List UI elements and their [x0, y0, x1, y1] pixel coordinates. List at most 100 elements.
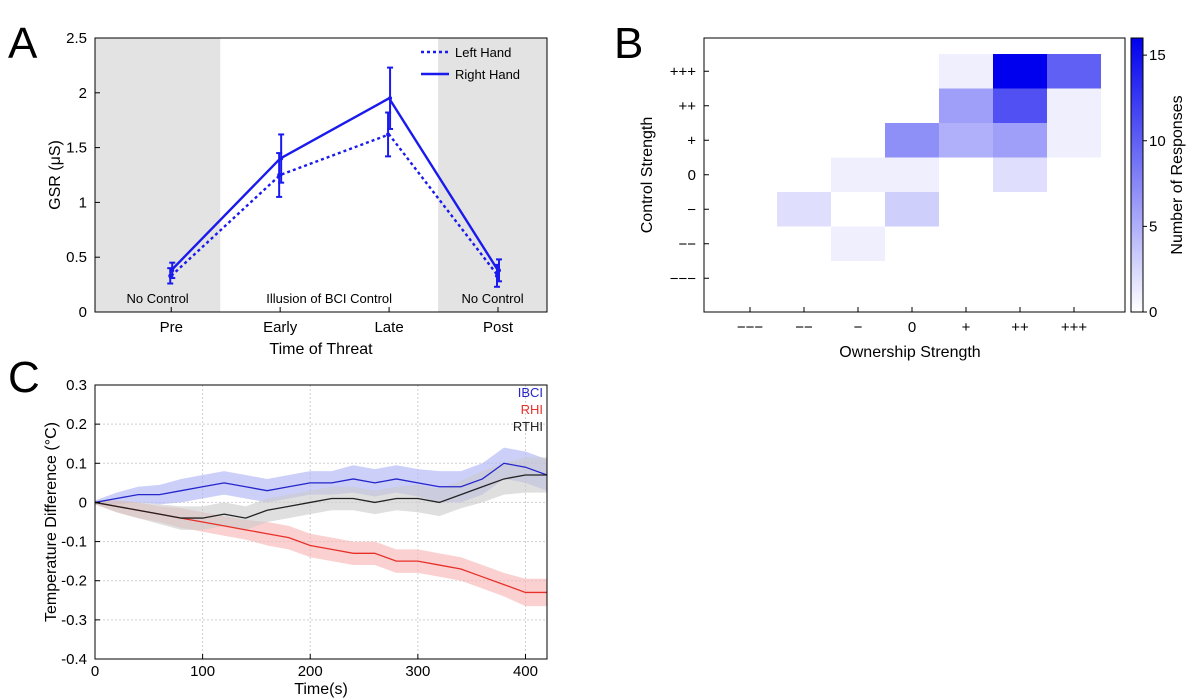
b-heatmap-cell [993, 123, 1047, 158]
b-y-axis-label: Control Strength [639, 117, 656, 234]
c-ytick-label: -0.3 [61, 612, 87, 629]
b-heatmap-cell [1047, 54, 1101, 89]
c-x-ticks: 0 100 200 300 400 [91, 654, 538, 680]
b-x-axis-label: Ownership Strength [839, 344, 980, 361]
a-ytick-label: 2.5 [66, 30, 87, 47]
a-legend-label-right-hand: Right Hand [455, 67, 520, 82]
b-colorbar-label: Number of Responses [1169, 95, 1186, 254]
c-bands [95, 447, 547, 607]
b-heatmap-cell [1047, 88, 1101, 123]
a-point-right-hand [170, 268, 175, 273]
b-heatmap-cells [777, 54, 1101, 261]
b-xtick-label: − [854, 319, 863, 336]
c-ytick-label: -0.2 [61, 573, 87, 590]
c-ytick-label: 0 [79, 494, 87, 511]
b-heatmap-cell [939, 123, 993, 158]
a-series-line-left-hand [170, 133, 499, 277]
b-heatmap-cell [939, 88, 993, 123]
a-ytick-label: 1.5 [66, 140, 87, 157]
b-colorbar-tick-label: 15 [1149, 47, 1166, 64]
c-line-rthi [94, 474, 547, 519]
b-xtick-label: ++ [1011, 319, 1029, 336]
c-x-axis-label: Time(s) [294, 681, 348, 698]
b-ytick-label: ++ [678, 98, 696, 115]
b-xtick-label: −−− [737, 319, 764, 336]
panel-letter-b: B [614, 19, 643, 68]
b-ytick-label: −−− [670, 270, 697, 287]
b-colorbar-tick-label: 0 [1149, 304, 1157, 321]
a-region-label-no-control: No Control [461, 291, 523, 306]
c-xtick-label: 400 [513, 663, 538, 680]
a-ytick-label: 2 [79, 85, 87, 102]
c-legend-label-rhi: RHI [521, 402, 543, 417]
c-band-rthi [95, 457, 547, 530]
a-xtick-label: Late [374, 319, 403, 336]
a-y-axis-label: GSR (μS) [47, 140, 64, 210]
a-point-right-hand [279, 156, 284, 161]
a-series-line-right-hand [170, 96, 500, 272]
a-ytick-label: 0 [79, 304, 87, 321]
a-point-left-hand [386, 132, 391, 137]
c-line-ibci [94, 462, 548, 504]
c-plot-border [94, 384, 548, 660]
a-point-right-hand [388, 96, 393, 101]
b-heatmap-cell [993, 54, 1047, 89]
a-y-ticks: 0 0.5 1 1.5 2 2.5 [66, 30, 100, 321]
b-ytick-label: −− [678, 236, 696, 253]
a-ytick-label: 1 [79, 194, 87, 211]
a-xtick-label: Post [483, 319, 514, 336]
b-xtick-label: 0 [908, 319, 916, 336]
b-xtick-label: −− [795, 319, 813, 336]
c-ytick-label: -0.1 [61, 534, 87, 551]
b-xtick-label: +++ [1061, 319, 1088, 336]
a-point-right-hand [496, 268, 501, 273]
a-x-ticks: Pre Early Late Post [160, 307, 514, 336]
a-region-bg-2 [438, 38, 547, 312]
b-colorbar [1130, 37, 1144, 313]
a-x-axis-label: Time of Threat [269, 341, 373, 358]
b-colorbar-tick-label: 5 [1149, 218, 1157, 235]
b-heatmap-cell [993, 88, 1047, 123]
b-heatmap-cell [831, 157, 885, 192]
a-xtick-label: Pre [160, 319, 183, 336]
panel-letter-c: C [8, 353, 40, 402]
panel-c-temperature-chart: -0.4 -0.3 -0.2 -0.1 0 0.1 0.2 0.3 0 100 200 300 400… [43, 377, 548, 698]
c-xtick-label: 100 [190, 663, 215, 680]
b-heatmap-cell [993, 157, 1047, 192]
b-heatmap-cell [777, 192, 831, 227]
b-heatmap-cell [1047, 123, 1101, 158]
panel-letter-a: A [8, 19, 38, 68]
b-heatmap-cell [885, 157, 939, 192]
b-y-ticks: ++++++0−−−−−− [670, 63, 709, 287]
a-region-shading: No Control Illusion of BCI Control No Cont… [95, 38, 547, 312]
a-region-label-illusion-of-bci-control: Illusion of BCI Control [266, 291, 392, 306]
c-ytick-label: 0.3 [66, 377, 87, 394]
b-ytick-label: 0 [688, 167, 696, 184]
a-series [167, 66, 502, 288]
b-heatmap-cell [885, 123, 939, 158]
a-ytick-label: 0.5 [66, 249, 87, 266]
c-lines [94, 462, 548, 594]
c-legend-label-ibci: IBCI [518, 385, 543, 400]
c-ytick-label: 0.2 [66, 416, 87, 433]
a-xtick-label: Early [263, 319, 298, 336]
b-xtick-label: + [962, 319, 971, 336]
c-y-axis-label: Temperature Difference (°C) [43, 422, 60, 622]
c-legend-label-rthi: RTHI [513, 419, 543, 434]
b-ytick-label: +++ [670, 63, 697, 80]
b-heatmap-cell [885, 192, 939, 227]
c-legend: IBCI RHI RTHI [513, 385, 543, 434]
c-ytick-label: -0.4 [61, 651, 87, 668]
panel-a-gsr-chart: No Control Illusion of BCI Control No Cont… [47, 30, 548, 358]
b-colorbar-ticks: 0 5 10 15 [1143, 47, 1166, 321]
a-legend-label-left-hand: Left Hand [455, 45, 511, 60]
b-colorbar-tick-label: 10 [1149, 133, 1166, 150]
b-x-ticks: −−− −− −0 + ++ +++ [737, 307, 1088, 336]
a-region-label-no-control: No Control [127, 291, 189, 306]
c-ytick-label: 0.1 [66, 455, 87, 472]
c-y-ticks: -0.4 -0.3 -0.2 -0.1 0 0.1 0.2 0.3 [61, 377, 100, 668]
a-region-bg-0 [95, 38, 221, 312]
a-plot-frame [94, 37, 548, 313]
